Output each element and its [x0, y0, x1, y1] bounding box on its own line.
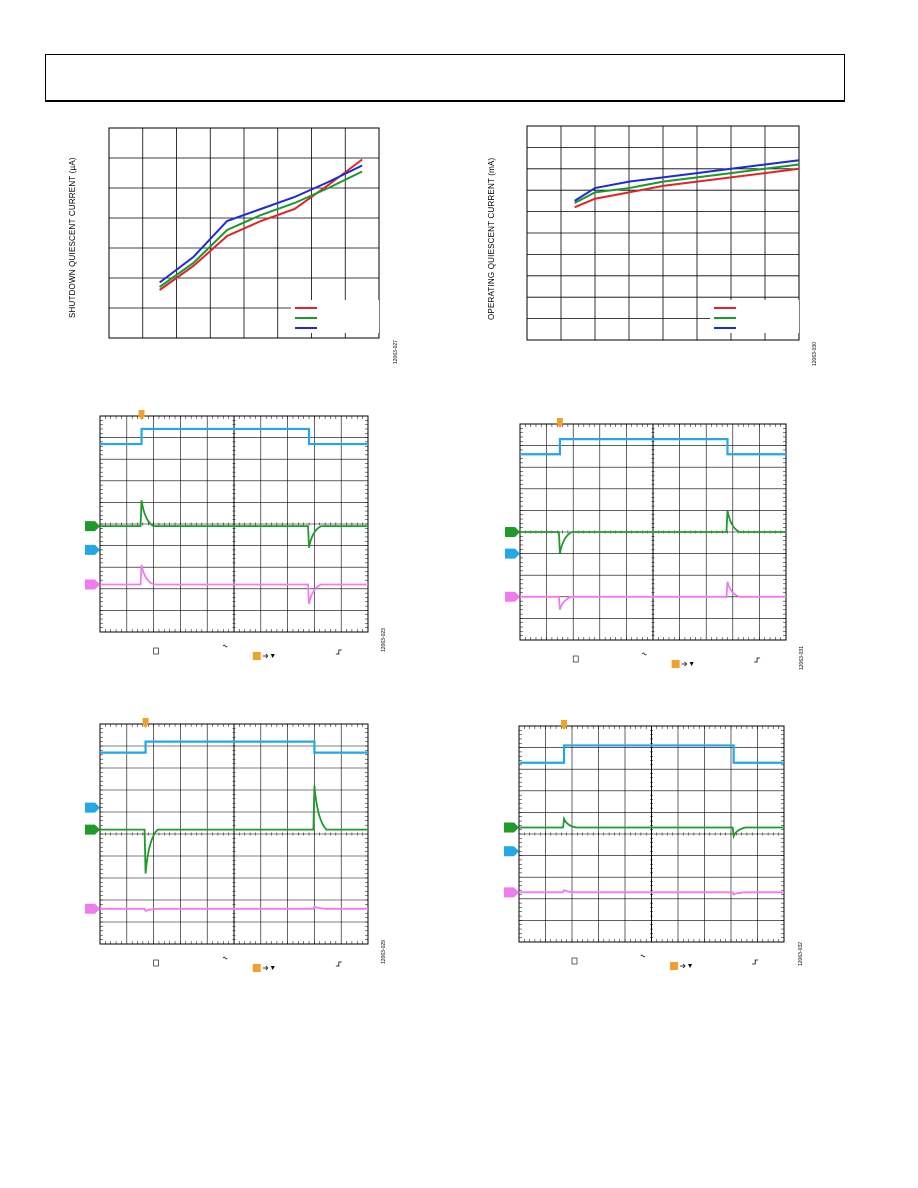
- trigger-slope-icon: [688, 964, 693, 968]
- bandwidth-icon: [222, 644, 228, 648]
- readout-glyph: [153, 647, 159, 655]
- marker-ch-blue: [504, 846, 519, 857]
- trigger-marker: [142, 718, 149, 728]
- scope-grid: [99, 415, 369, 633]
- scope-frame: [99, 723, 369, 945]
- trigger-source-icon: [670, 962, 679, 970]
- trigger-slope-icon: [270, 654, 275, 658]
- edge-icon: [335, 649, 342, 655]
- trace-ch-blue: [520, 438, 786, 456]
- marker-ch-green: [504, 822, 519, 833]
- series-line-red: [574, 167, 800, 209]
- trace-ch-blue: [519, 744, 784, 764]
- trigger-slope-icon: [270, 966, 275, 970]
- scope-grid: [99, 723, 369, 945]
- trace-ch-pink: [519, 888, 784, 896]
- trigger-marker: [561, 720, 568, 730]
- chart-grid: [108, 127, 380, 339]
- chart-0-ylabel: SHUTDOWN QUIESCENT CURRENT (µA): [68, 157, 77, 318]
- chart-grid: [526, 125, 800, 341]
- trigger-marker: [556, 418, 563, 428]
- trigger-source-icon: [252, 964, 261, 972]
- trace-ch-green: [520, 510, 786, 554]
- marker-ch-pink: [505, 591, 520, 602]
- series-line-blue: [159, 164, 363, 284]
- bandwidth-icon: [222, 956, 228, 960]
- marker-ch-green: [85, 824, 100, 835]
- scope-4-figure-code: 12063-032: [798, 942, 804, 966]
- trigger-arrow-icon: [680, 963, 686, 969]
- marker-ch-blue: [85, 544, 100, 555]
- marker-ch-pink: [85, 903, 100, 914]
- page-header-box: [45, 54, 845, 102]
- edge-icon: [335, 961, 342, 967]
- marker-ch-blue: [505, 548, 520, 559]
- marker-ch-green: [505, 527, 520, 537]
- trigger-arrow-icon: [681, 661, 688, 667]
- readout-glyph: [571, 957, 578, 965]
- trace-ch-green: [100, 785, 368, 874]
- scope-grid: [519, 423, 787, 641]
- series-line-green: [574, 163, 800, 204]
- marker-ch-pink: [504, 887, 519, 898]
- bandwidth-icon: [640, 954, 646, 958]
- series-line-blue: [574, 159, 800, 202]
- readout-glyph: [153, 959, 159, 967]
- edge-icon: [752, 959, 759, 965]
- chart-1-ylabel: OPERATING QUIESCENT CURRENT (mA): [487, 157, 496, 320]
- scope-frame: [99, 415, 369, 633]
- trace-ch-pink: [100, 905, 368, 913]
- trace-ch-blue: [100, 427, 368, 446]
- marker-ch-pink: [85, 579, 100, 590]
- chart-0-figure-code: 12063-027: [393, 340, 399, 364]
- scope-3-figure-code: 12063-029: [381, 940, 387, 964]
- scope-2-figure-code: 12063-031: [799, 646, 805, 670]
- series-line-green: [159, 170, 363, 288]
- bandwidth-icon: [642, 652, 647, 656]
- plot-frame: [526, 125, 800, 341]
- edge-icon: [754, 657, 761, 663]
- scope-1-figure-code: 12063-023: [381, 628, 387, 652]
- trace-ch-pink: [100, 564, 368, 605]
- plot-frame: [108, 127, 380, 339]
- scope-frame: [518, 725, 785, 943]
- chart-1-figure-code: 12063-030: [812, 342, 818, 366]
- readout-glyph: [572, 655, 579, 663]
- trigger-marker: [138, 410, 145, 420]
- trace-ch-pink: [520, 581, 786, 611]
- trace-ch-green: [100, 500, 368, 548]
- trigger-arrow-icon: [262, 653, 269, 659]
- series-line-red: [159, 158, 363, 291]
- trigger-arrow-icon: [262, 965, 269, 971]
- marker-ch-blue: [85, 802, 100, 813]
- scope-frame: [519, 423, 787, 641]
- legend-box: [710, 300, 799, 333]
- trace-ch-blue: [100, 740, 368, 754]
- marker-ch-green: [85, 521, 100, 532]
- trace-ch-green: [519, 815, 784, 840]
- trigger-source-icon: [671, 660, 680, 668]
- trigger-source-icon: [252, 652, 261, 660]
- scope-grid: [518, 725, 785, 943]
- trigger-slope-icon: [689, 662, 694, 666]
- legend-box: [291, 300, 379, 333]
